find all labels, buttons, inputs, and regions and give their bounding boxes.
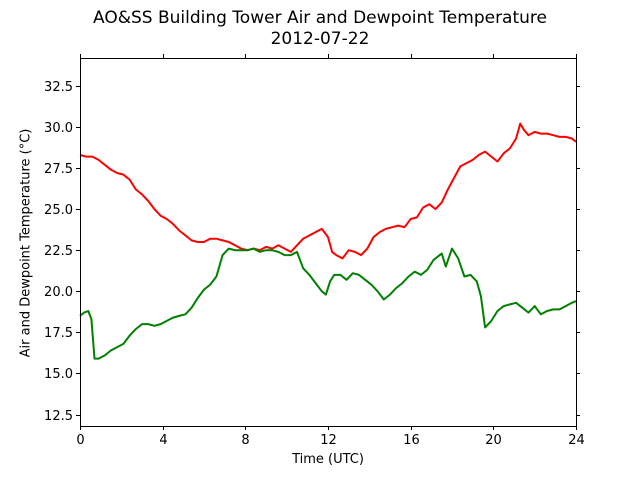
x-tick-label-2: 8 — [241, 433, 249, 448]
y-tick-label-5: 25.0 — [44, 203, 73, 218]
y-tick-label-6: 27.5 — [44, 162, 73, 177]
chart-subtitle: 2012-07-22 — [270, 29, 370, 49]
x-tick-label-4: 16 — [403, 433, 420, 448]
x-tick-label-0: 0 — [76, 433, 84, 448]
y-tick-label-3: 20.0 — [44, 285, 73, 300]
series-line-0 — [79, 122, 577, 260]
axes-frame — [80, 58, 577, 427]
y-axis-label: Air and Dewpoint Temperature (°C) — [18, 128, 34, 358]
y-tick-label-0: 12.5 — [44, 409, 73, 424]
series-line-1 — [79, 247, 577, 360]
y-tick-label-1: 15.0 — [44, 367, 73, 382]
y-tick-label-7: 30.0 — [44, 121, 73, 136]
x-tick-label-6: 24 — [568, 433, 585, 448]
y-tick-label-8: 32.5 — [44, 80, 73, 95]
chart-title: AO&SS Building Tower Air and Dewpoint Te… — [92, 8, 547, 28]
x-tick-label-3: 12 — [320, 433, 337, 448]
x-tick-label-1: 4 — [159, 433, 167, 448]
x-axis-label: Time (UTC) — [292, 452, 364, 467]
y-tick-label-4: 22.5 — [44, 244, 73, 259]
y-tick-label-2: 17.5 — [44, 326, 73, 341]
x-tick-label-5: 20 — [485, 433, 502, 448]
